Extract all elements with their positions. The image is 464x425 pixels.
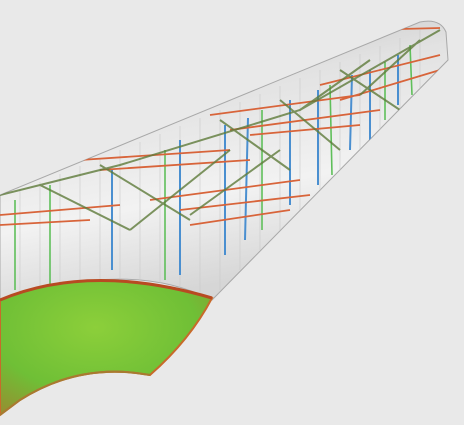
fiber-lines [0, 27, 441, 300]
section-inner-edge [0, 370, 151, 416]
section-rim [0, 279, 213, 302]
green-stringers [14, 44, 413, 290]
diagonal-plies [0, 29, 441, 231]
